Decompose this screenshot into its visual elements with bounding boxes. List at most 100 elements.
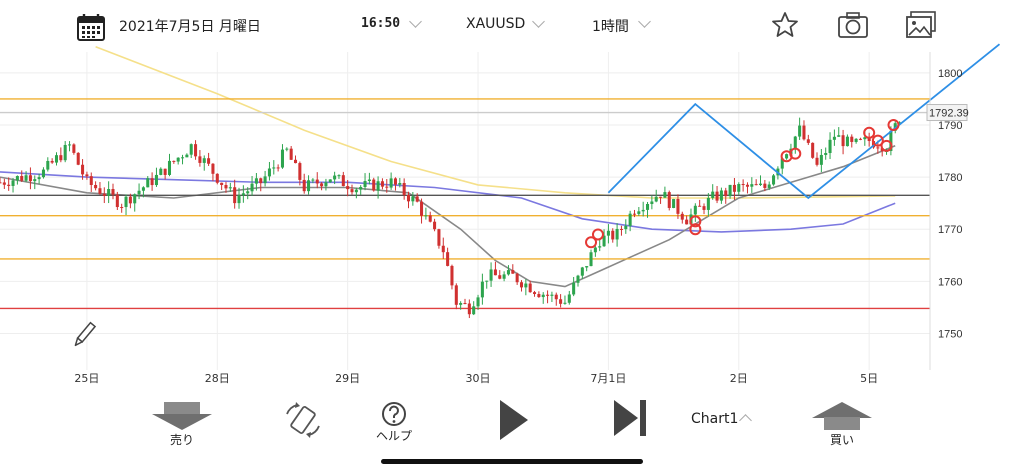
price-chart[interactable]: 1750 1760 1770 1780 1790 1800 25日 28日 29日 30日 7月1… [0,0,1024,392]
chart-chevron-up-icon[interactable] [739,414,752,427]
rotate-screen-icon[interactable] [283,402,323,438]
signal-circle-0 [585,236,598,249]
play-icon[interactable] [498,400,530,440]
sell-arrow-icon[interactable] [152,402,212,430]
moving-average-1 [0,171,896,233]
candle-64 [276,167,280,169]
symbol-selector[interactable]: XAUUSD [466,16,526,32]
candle-111 [480,281,484,298]
candle-141 [611,230,615,240]
candle-25 [107,189,111,196]
candle-88 [380,181,384,187]
candle-187 [811,142,815,158]
candle-81 [350,189,354,193]
candle-170 [737,184,741,192]
candle-116 [502,274,506,279]
sell-button[interactable]: 売り [169,433,194,447]
candle-92 [398,183,402,185]
gallery-icon[interactable] [905,10,937,40]
time-axis: 25日 28日 29日 30日 7月1日 2日 5日 [74,372,878,385]
signal-circle-6 [863,126,876,139]
candle-73 [315,179,319,184]
candle-103 [446,252,450,266]
calendar-icon[interactable] [76,12,106,42]
candle-168 [728,184,732,197]
candle-84 [363,180,367,187]
candle-4 [15,176,19,181]
candle-51 [220,182,224,185]
candle-120 [519,282,524,288]
candle-166 [719,190,723,201]
candle-161 [698,205,702,207]
candle-5 [20,176,24,181]
time-selector[interactable]: 16:50 [361,16,401,31]
candle-158 [685,219,689,225]
buy-button[interactable]: 買い [829,433,854,447]
candle-43 [185,154,189,158]
candle-29 [124,196,128,208]
help-button[interactable]: ヘルプ [375,429,412,443]
candle-101 [437,229,441,246]
candle-135 [585,266,589,268]
candle-142 [615,228,619,240]
candle-24 [102,193,106,196]
candle-89 [385,186,389,188]
candle-65 [280,149,284,168]
candle-139 [602,235,606,247]
candle-66 [285,148,289,150]
candle-148 [641,209,645,212]
candle-152 [659,196,663,198]
candle-0 [0,182,2,184]
candle-193 [837,135,841,137]
candle-62 [267,168,271,177]
candle-118 [511,270,515,274]
candle-76 [328,179,332,183]
candle-87 [376,181,380,191]
candle-186 [806,139,810,143]
candle-165 [715,191,719,201]
candle-198 [858,138,862,140]
candle-41 [176,157,180,162]
candle-122 [528,283,532,293]
candle-61 [263,176,267,184]
signal-circle-7 [871,134,884,147]
candle-132 [572,282,576,295]
candle-31 [133,194,137,204]
candle-169 [732,184,736,192]
candle-163 [706,197,710,210]
chart-selector[interactable]: Chart1 [691,411,739,427]
candle-121 [524,283,528,288]
candle-1 [2,182,6,185]
x-tick-label-3: 30日 [466,372,491,385]
buy-arrow-icon[interactable] [812,402,872,430]
camera-icon[interactable] [837,10,869,40]
candle-176 [763,183,767,188]
candle-108 [467,303,471,315]
date-label[interactable]: 2021年7月5日 月曜日 [119,19,261,35]
candle-128 [554,294,558,300]
pencil-icon[interactable] [73,321,97,348]
candle-153 [663,192,667,198]
candle-57 [246,191,250,194]
candle-48 [207,158,211,164]
help-icon[interactable] [381,401,407,427]
candle-32 [137,190,141,195]
candle-127 [550,294,554,296]
candle-190 [824,153,828,155]
candle-17 [72,144,76,153]
candle-75 [324,182,328,187]
candle-68 [293,159,298,164]
candle-72 [311,179,315,181]
timeframe-selector[interactable]: 1時間 [592,19,629,35]
star-icon[interactable] [770,10,800,40]
candle-151 [654,196,658,202]
candle-82 [354,189,358,193]
price-axis: 1750 1760 1770 1780 1790 1800 [938,68,962,341]
candle-16 [68,144,72,146]
skip-forward-icon[interactable] [612,400,648,436]
candle-78 [337,175,341,177]
horizontal-lines [0,98,930,310]
candle-194 [841,135,845,147]
candle-2 [7,184,11,186]
candle-90 [389,178,393,188]
